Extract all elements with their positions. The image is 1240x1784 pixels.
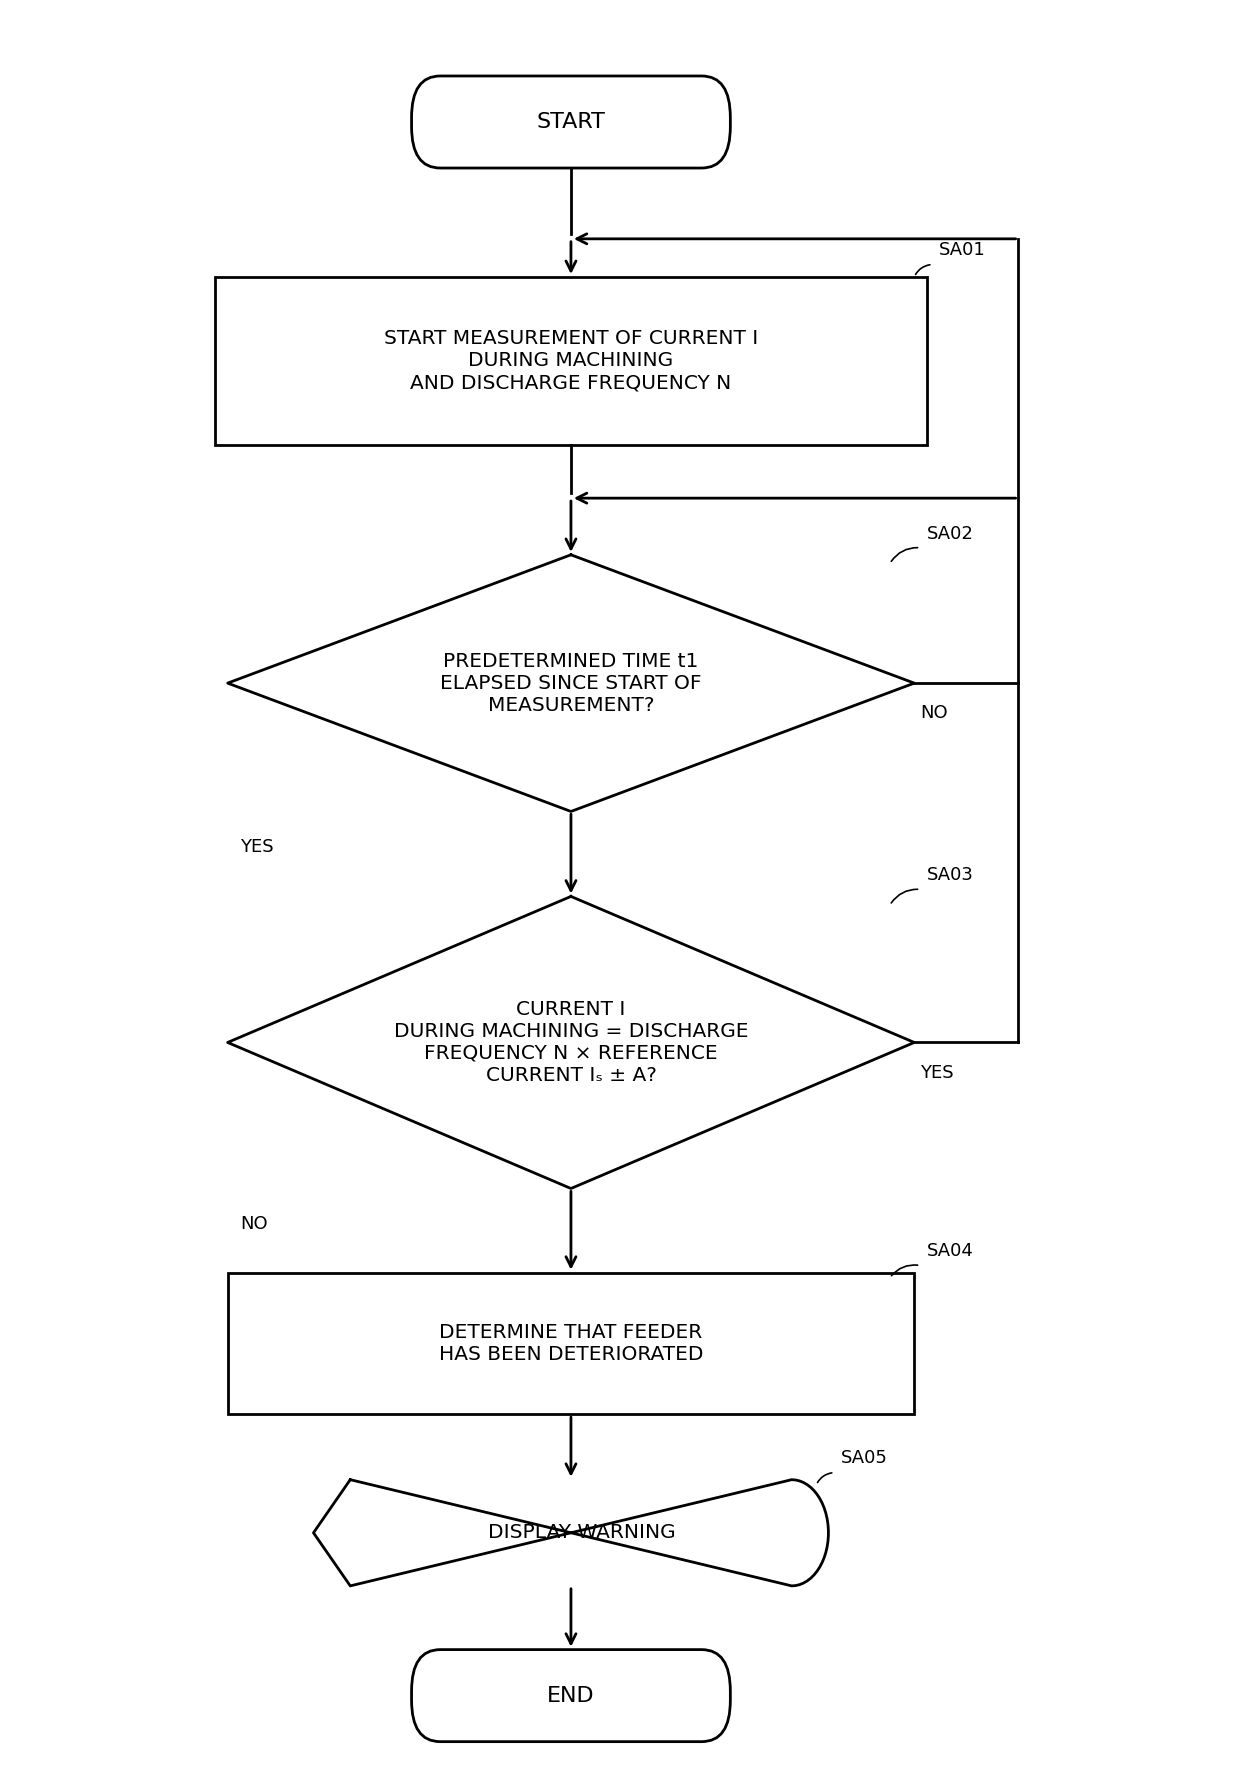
Bar <box>216 277 926 444</box>
Polygon shape <box>228 555 914 812</box>
Text: YES: YES <box>920 1063 954 1081</box>
Text: SA03: SA03 <box>926 867 973 885</box>
Text: START MEASUREMENT OF CURRENT I
DURING MACHINING
AND DISCHARGE FREQUENCY N: START MEASUREMENT OF CURRENT I DURING MA… <box>384 330 758 392</box>
Text: END: END <box>547 1686 595 1706</box>
Text: SA02: SA02 <box>926 524 973 542</box>
Text: DETERMINE THAT FEEDER
HAS BEEN DETERIORATED: DETERMINE THAT FEEDER HAS BEEN DETERIORA… <box>439 1324 703 1365</box>
Text: NO: NO <box>920 705 949 723</box>
Text: PREDETERMINED TIME t1
ELAPSED SINCE START OF
MEASUREMENT?: PREDETERMINED TIME t1 ELAPSED SINCE STAR… <box>440 651 702 715</box>
Text: SA01: SA01 <box>939 241 986 259</box>
Text: NO: NO <box>239 1215 268 1233</box>
Polygon shape <box>228 896 914 1188</box>
Bar <box>228 1272 914 1415</box>
Polygon shape <box>314 1479 828 1586</box>
Text: SA05: SA05 <box>841 1449 888 1468</box>
FancyBboxPatch shape <box>412 77 730 168</box>
Text: START: START <box>537 112 605 132</box>
Text: SA04: SA04 <box>926 1242 973 1260</box>
Text: DISPLAY WARNING: DISPLAY WARNING <box>489 1524 676 1543</box>
Text: CURRENT I
DURING MACHINING = DISCHARGE
FREQUENCY N × REFERENCE
CURRENT Iₛ ± A?: CURRENT I DURING MACHINING = DISCHARGE F… <box>394 1001 748 1085</box>
FancyBboxPatch shape <box>412 1650 730 1741</box>
Text: YES: YES <box>239 838 274 856</box>
